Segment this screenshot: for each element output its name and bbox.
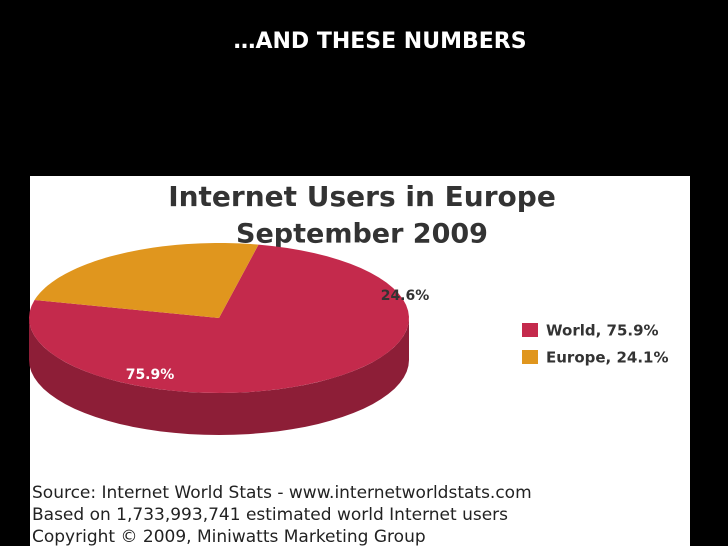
pie-slice: [34, 243, 259, 318]
legend-label: World, 75.9%: [546, 322, 659, 340]
source-line: Source: Internet World Stats - www.inter…: [32, 483, 532, 503]
pie-plot: 75.9% World, 75.9% 24.6% Europe, 24.1%: [29, 243, 669, 435]
pie-slice: [29, 244, 409, 393]
legend-swatch: [522, 323, 538, 337]
data-label: 24.6%: [381, 288, 430, 304]
slice-side: [29, 318, 409, 435]
source-line: Copyright © 2009, Miniwatts Marketing Gr…: [32, 527, 426, 546]
source-line: Based on 1,733,993,741 estimated world I…: [32, 505, 508, 525]
chart-subtitle: September 2009: [236, 219, 488, 250]
slide-title: …AND THESE NUMBERS: [233, 29, 526, 54]
legend-swatch: [522, 350, 538, 364]
chart-title: Internet Users in Europe: [168, 180, 556, 213]
data-label: 75.9%: [126, 367, 175, 383]
legend-label: Europe, 24.1%: [546, 349, 669, 367]
